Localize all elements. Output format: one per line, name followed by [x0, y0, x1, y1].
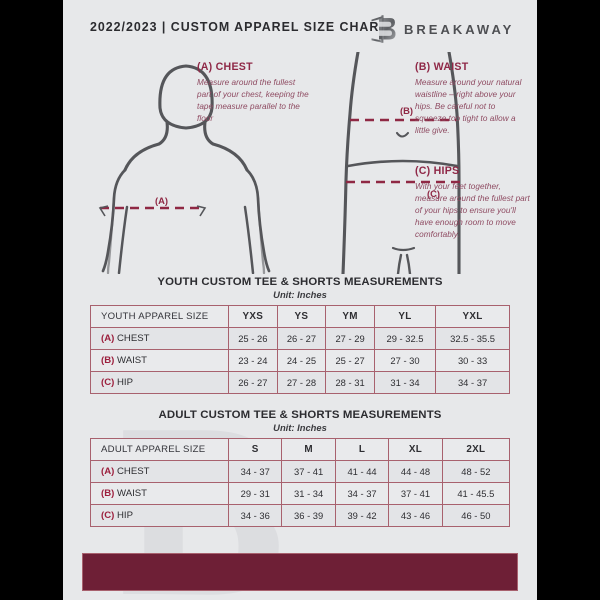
adult-measurements-section: ADULT CUSTOM TEE & SHORTS MEASUREMENTS U…	[90, 409, 511, 527]
adult-cell-hip-l: 39 - 42	[334, 504, 390, 527]
adult-column-header-2xl: 2XL	[441, 438, 511, 461]
waist-label: (B)	[400, 105, 413, 116]
adult-cell-hip-2xl: 46 - 50	[441, 504, 511, 527]
youth-cell-hip-ys: 27 - 28	[276, 371, 327, 394]
youth-column-header-ym: YM	[325, 305, 375, 328]
youth-cell-waist-yxl: 30 - 33	[435, 349, 510, 372]
adult-column-header-xl: XL	[388, 438, 443, 461]
youth-size-label-cell: YOUTH APPAREL SIZE	[90, 305, 229, 328]
page-title: 2022/2023 | CUSTOM APPAREL SIZE CHART	[90, 19, 388, 34]
youth-cell-waist-yl: 27 - 30	[373, 349, 437, 372]
chest-label: (A)	[155, 195, 168, 206]
hips-description-heading: (C) HIPS	[415, 165, 460, 177]
adult-cell-waist-s: 29 - 31	[227, 482, 283, 505]
measurement-tag: (A)	[101, 466, 115, 477]
youth-row-label-waist: (B) WAIST	[90, 349, 229, 372]
youth-column-header-yxs: YXS	[228, 305, 278, 328]
youth-table-header-row: YOUTH APPAREL SIZE YXS YS YM YL YXL	[90, 305, 510, 328]
adult-cell-chest-s: 34 - 37	[227, 460, 283, 483]
breakaway-b-logo-icon	[371, 15, 396, 43]
youth-cell-chest-ys: 26 - 27	[276, 327, 327, 350]
table-row: (B) WAIST 23 - 24 24 - 25 25 - 27 27 - 30 30 …	[90, 349, 510, 372]
adult-table-header-row: ADULT APPAREL SIZE S M L XL 2XL	[90, 438, 511, 461]
measurement-tag: (C)	[101, 510, 115, 521]
waist-description-heading: (B) WAIST	[415, 61, 469, 73]
youth-cell-chest-yl: 29 - 32.5	[373, 327, 437, 350]
youth-cell-chest-yxs: 25 - 26	[228, 327, 278, 350]
youth-table-unit: Unit: Inches	[273, 289, 327, 300]
adult-cell-chest-xl: 44 - 48	[388, 460, 443, 483]
adult-column-header-l: L	[334, 438, 390, 461]
adult-table-unit: Unit: Inches	[273, 422, 327, 433]
youth-row-label-hip: (C) HIP	[90, 371, 229, 394]
chest-description-heading: (A) CHEST	[197, 61, 253, 73]
youth-column-header-ys: YS	[276, 305, 327, 328]
youth-column-header-yxl: YXL	[435, 305, 510, 328]
adult-size-table: ADULT APPAREL SIZE S M L XL 2XL (A) CHEST 34 - …	[90, 438, 511, 527]
adult-cell-hip-xl: 43 - 46	[388, 504, 443, 527]
adult-size-label-cell: ADULT APPAREL SIZE	[90, 438, 229, 461]
measurement-tag: (B)	[101, 488, 115, 499]
table-row: (C) HIP 34 - 36 36 - 39 39 - 42 43 - 46 46 - …	[90, 504, 511, 527]
table-row: (B) WAIST 29 - 31 31 - 34 34 - 37 37 - 41 41 …	[90, 482, 511, 505]
table-row: (A) CHEST 25 - 26 26 - 27 27 - 29 29 - 32.5 3…	[90, 327, 510, 350]
youth-size-table: YOUTH APPAREL SIZE YXS YS YM YL YXL (A) CHEST 2…	[90, 305, 510, 394]
adult-column-header-m: M	[281, 438, 336, 461]
adult-row-label-waist: (B) WAIST	[90, 482, 229, 505]
youth-cell-waist-ym: 25 - 27	[325, 349, 375, 372]
adult-cell-chest-m: 37 - 41	[281, 460, 336, 483]
chest-description-body: Measure around the fullest part of your …	[197, 78, 309, 124]
adult-cell-hip-m: 36 - 39	[281, 504, 336, 527]
youth-row-label-chest: (A) CHEST	[90, 327, 229, 350]
youth-cell-waist-yxs: 23 - 24	[228, 349, 278, 372]
adult-cell-chest-l: 41 - 44	[334, 460, 390, 483]
waist-description-body: Measure around your natural waistline – …	[415, 78, 522, 136]
lower-body-figure	[341, 52, 461, 274]
table-row: (A) CHEST 34 - 37 37 - 41 41 - 44 44 - 48 48 …	[90, 460, 511, 483]
youth-column-header-yl: YL	[373, 305, 437, 328]
adult-row-label-hip: (C) HIP	[90, 504, 229, 527]
brand-block: BREAKAWAY	[370, 14, 514, 44]
measurement-tag: (B)	[101, 355, 115, 366]
youth-cell-chest-ym: 27 - 29	[325, 327, 375, 350]
size-chart-page: B 2022/2023 | CUSTOM APPAREL SIZE CHART	[63, 0, 537, 600]
hip-label: (C)	[427, 188, 440, 199]
youth-cell-hip-yl: 31 - 34	[373, 371, 437, 394]
adult-cell-waist-xl: 37 - 41	[388, 482, 443, 505]
hips-description: (C) HIPS With your feet together, measur…	[415, 165, 531, 241]
measurement-diagram: (A) (B) (C) (A) CHEST Measure around the…	[63, 52, 537, 274]
adult-cell-waist-m: 31 - 34	[281, 482, 336, 505]
adult-column-header-s: S	[227, 438, 283, 461]
brand-name: BREAKAWAY	[404, 21, 515, 37]
measurement-tag: (C)	[101, 377, 115, 388]
hips-description-body: With your feet together, measure around …	[415, 182, 530, 240]
adult-cell-waist-l: 34 - 37	[334, 482, 390, 505]
waist-description: (B) WAIST Measure around your natural wa…	[415, 61, 527, 137]
adult-row-label-chest: (A) CHEST	[90, 460, 229, 483]
adult-table-title: ADULT CUSTOM TEE & SHORTS MEASUREMENTS	[158, 409, 442, 421]
adult-cell-hip-s: 34 - 36	[227, 504, 283, 527]
adult-cell-waist-2xl: 41 - 45.5	[441, 482, 511, 505]
upper-body-figure	[101, 64, 271, 274]
youth-table-title: YOUTH CUSTOM TEE & SHORTS MEASUREMENTS	[157, 276, 443, 288]
footer-bar	[82, 553, 518, 591]
table-row: (C) HIP 26 - 27 27 - 28 28 - 31 31 - 34 34 - …	[90, 371, 510, 394]
youth-cell-waist-ys: 24 - 25	[276, 349, 327, 372]
youth-cell-chest-yxl: 32.5 - 35.5	[435, 327, 510, 350]
youth-cell-hip-yxl: 34 - 37	[435, 371, 510, 394]
chest-measure-line	[98, 205, 207, 217]
measurement-tag: (A)	[101, 333, 115, 344]
chest-description: (A) CHEST Measure around the fullest par…	[197, 61, 309, 125]
page-header: 2022/2023 | CUSTOM APPAREL SIZE CHART BR	[63, 0, 537, 57]
youth-cell-hip-yxs: 26 - 27	[228, 371, 278, 394]
youth-measurements-section: YOUTH CUSTOM TEE & SHORTS MEASUREMENTS U…	[90, 276, 510, 394]
youth-cell-hip-ym: 28 - 31	[325, 371, 375, 394]
adult-cell-chest-2xl: 48 - 52	[441, 460, 511, 483]
